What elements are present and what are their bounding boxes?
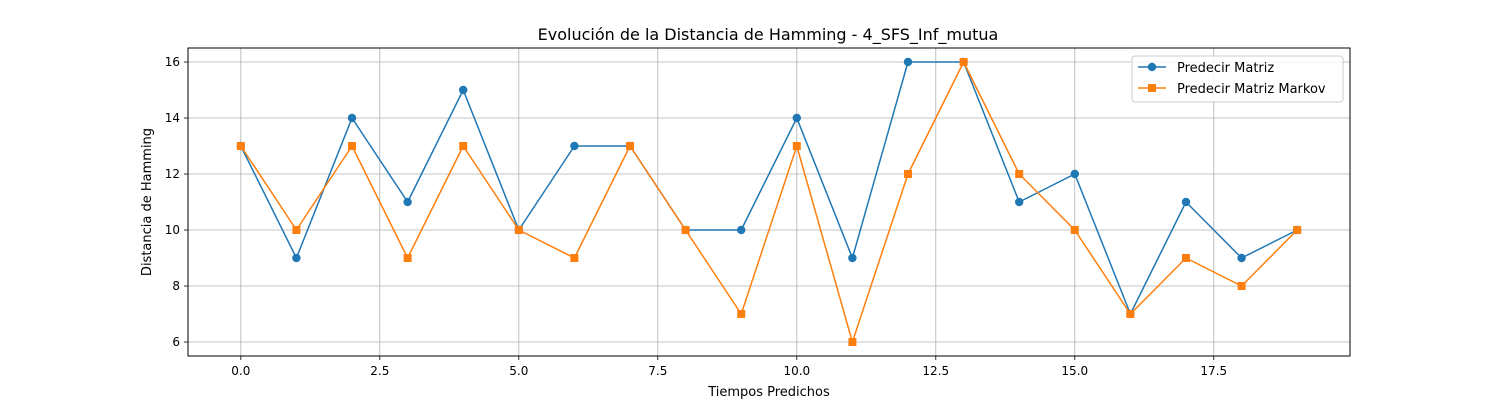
x-tick-label: 17.5 (1200, 364, 1227, 378)
data-point-circle (347, 113, 357, 123)
series-line-2 (240, 61, 1298, 343)
data-point-circle (737, 225, 746, 235)
data-point-circle (903, 57, 913, 67)
series-line-1 (240, 61, 1298, 315)
data-point-square (514, 226, 523, 234)
x-tick-label: 7.5 (648, 364, 667, 378)
data-point-circle (292, 253, 301, 263)
x-axis-label: Tiempos Predichos (707, 385, 830, 400)
y-tick-label: 8 (172, 279, 180, 293)
data-point-circle (1014, 197, 1024, 207)
y-tick-label: 14 (165, 111, 180, 125)
data-point-square (570, 254, 579, 262)
data-point-circle (792, 113, 801, 123)
data-point-square (348, 142, 357, 150)
data-point-square (1015, 170, 1024, 178)
data-point-circle (403, 197, 412, 207)
data-point-circle (848, 253, 857, 263)
data-point-square (1181, 254, 1190, 262)
data-point-square (959, 58, 968, 66)
x-tick-label: 5.0 (509, 364, 528, 378)
legend-box (1131, 55, 1344, 103)
data-point-square (1237, 282, 1246, 290)
x-tick-label: 12.5 (922, 364, 949, 378)
legend-label-predecir-matriz: Predecir Matriz (1177, 61, 1274, 76)
data-point-circle (570, 141, 579, 151)
data-point-square (903, 170, 912, 178)
legend-marker-predecir-matriz (1147, 62, 1157, 72)
data-point-square (737, 310, 746, 318)
data-point-square (459, 142, 468, 150)
data-point-circle (1237, 253, 1246, 263)
data-point-square (848, 338, 857, 346)
y-tick-label: 12 (165, 167, 180, 181)
data-point-square (626, 142, 635, 150)
data-point-circle (459, 85, 468, 95)
legend-marker-predecir-matriz-markov (1148, 84, 1156, 92)
legend-label-predecir-matriz-markov: Predecir Matriz Markov (1177, 82, 1326, 97)
plot-frame (187, 47, 1351, 357)
y-tick-label: 10 (165, 223, 180, 237)
data-point-square (792, 142, 801, 150)
data-point-circle (1181, 197, 1191, 207)
y-axis-label: Distancia de Hamming (140, 128, 155, 276)
plot-series (236, 57, 1302, 346)
data-point-square (292, 226, 301, 234)
y-tick-label: 6 (172, 335, 180, 349)
data-point-square (403, 254, 412, 262)
axis-ticks: 0.0 2.5 5.0 7.5 10.0 12.5 15.0 17.5 6 8 10 12 14 16 (165, 55, 1227, 378)
x-tick-label: 15.0 (1061, 364, 1088, 378)
y-tick-label: 16 (165, 55, 180, 69)
x-tick-label: 0.0 (231, 364, 250, 378)
data-point-square (1293, 226, 1302, 234)
legend: Predecir Matriz Predecir Matriz Markov (1131, 55, 1344, 103)
data-point-square (236, 142, 245, 150)
data-point-square (1070, 226, 1079, 234)
data-point-circle (1070, 169, 1079, 179)
data-point-square (1126, 310, 1135, 318)
x-tick-label: 2.5 (370, 364, 389, 378)
x-tick-label: 10.0 (783, 364, 810, 378)
data-point-square (681, 226, 690, 234)
chart-title: Evolución de la Distancia de Hamming - 4… (538, 25, 999, 45)
